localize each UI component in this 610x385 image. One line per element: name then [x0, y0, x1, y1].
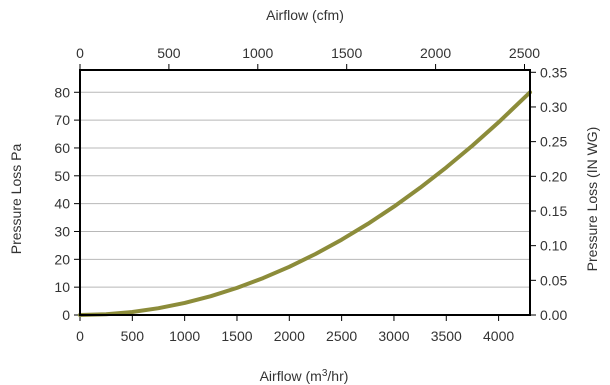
y2-tick-label-0.05: 0.05: [540, 272, 567, 288]
x-axis-title-post: /hr): [327, 368, 348, 384]
y-tick-label-70: 70: [54, 112, 70, 128]
x2-tick-label-2000: 2000: [420, 45, 451, 61]
y-axis-ticks: 0 10 20 30 40 50 60 70 80: [54, 84, 80, 323]
x-axis-ticks: 0 500 1000 1500 2000 2500 3000 3500 4000: [76, 315, 514, 344]
x2-axis-title: Airflow (cfm): [266, 7, 344, 23]
y2-tick-label-0.25: 0.25: [540, 134, 567, 150]
y2-tick-label-0.10: 0.10: [540, 238, 567, 254]
series-group: [78, 90, 532, 317]
horizontal-gridlines: [80, 91, 530, 288]
x2-tick-label-500: 500: [157, 45, 181, 61]
x-tick-label-500: 500: [121, 328, 145, 344]
y2-tick-label-0.30: 0.30: [540, 99, 567, 115]
y-tick-label-80: 80: [54, 84, 70, 100]
y2-tick-label-0.15: 0.15: [540, 203, 567, 219]
plot-frame: [79, 69, 531, 316]
x2-tick-label-1500: 1500: [331, 45, 362, 61]
y2-axis-title: Pressure Loss (IN WG): [584, 127, 600, 272]
y2-tick-label-0.35: 0.35: [540, 64, 567, 80]
x-tick-label-1000: 1000: [169, 328, 200, 344]
x2-tick-label-0: 0: [76, 45, 84, 61]
x-tick-label-3500: 3500: [431, 328, 462, 344]
y2-tick-label-0.20: 0.20: [540, 168, 567, 184]
y-tick-label-20: 20: [54, 251, 70, 267]
x2-axis-ticks: 0 500 1000 1500 2000 2500: [76, 45, 540, 70]
y-axis-title: Pressure Loss Pa: [8, 144, 24, 255]
y-tick-label-50: 50: [54, 168, 70, 184]
x-tick-label-1500: 1500: [221, 328, 252, 344]
x-tick-label-0: 0: [76, 328, 84, 344]
x-axis-title: Airflow (m3/hr): [260, 368, 349, 384]
x-tick-label-4000: 4000: [483, 328, 514, 344]
y-tick-label-30: 30: [54, 223, 70, 239]
x2-tick-label-2500: 2500: [509, 45, 540, 61]
y-tick-label-60: 60: [54, 140, 70, 156]
x-axis-title-pre: Airflow (m: [260, 368, 322, 384]
y-tick-label-0: 0: [62, 307, 70, 323]
y2-tick-label-0.00: 0.00: [540, 307, 567, 323]
x-tick-label-3000: 3000: [378, 328, 409, 344]
y-tick-label-10: 10: [54, 279, 70, 295]
y2-axis-ticks: 0.00 0.05 0.10 0.15 0.20 0.25 0.30 0.35: [530, 64, 567, 323]
x2-tick-label-1000: 1000: [242, 45, 273, 61]
x-tick-label-2000: 2000: [274, 328, 305, 344]
x-axis-title-sup: 3: [322, 368, 328, 379]
series-line-0: [78, 90, 532, 317]
y-tick-label-40: 40: [54, 196, 70, 212]
x-tick-label-2500: 2500: [326, 328, 357, 344]
